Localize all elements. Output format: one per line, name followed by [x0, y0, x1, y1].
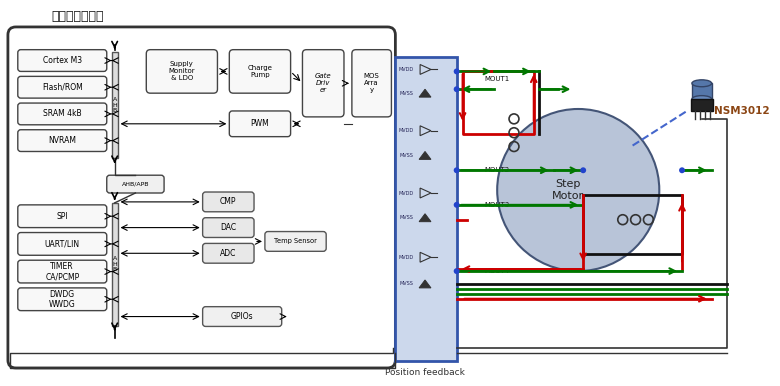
Text: UART/LIN: UART/LIN — [44, 239, 80, 249]
FancyBboxPatch shape — [203, 306, 282, 327]
Text: Cortex M3: Cortex M3 — [43, 56, 82, 65]
Polygon shape — [419, 280, 431, 288]
FancyBboxPatch shape — [203, 244, 254, 263]
FancyBboxPatch shape — [18, 76, 107, 98]
Text: Step
Motor: Step Motor — [552, 179, 584, 201]
Text: Temp Sensor: Temp Sensor — [274, 239, 317, 244]
Text: MOUT2: MOUT2 — [484, 167, 509, 173]
Text: DWDG
WWDG: DWDG WWDG — [49, 290, 76, 309]
Ellipse shape — [692, 96, 711, 103]
Text: DAC: DAC — [220, 223, 236, 232]
FancyBboxPatch shape — [18, 50, 107, 71]
Text: Gate
Driv
er: Gate Driv er — [315, 73, 332, 93]
Text: 纳芯微电子: 纳芯微电子 — [315, 227, 357, 242]
FancyBboxPatch shape — [8, 27, 395, 368]
Text: PWM: PWM — [250, 119, 269, 128]
Text: Supply
Monitor
& LDO: Supply Monitor & LDO — [168, 61, 195, 81]
Bar — [691, 99, 713, 111]
Text: MVDD: MVDD — [399, 67, 414, 72]
Bar — [692, 83, 711, 99]
Text: MVSS: MVSS — [399, 281, 413, 286]
Circle shape — [580, 167, 586, 173]
Text: MVDD: MVDD — [399, 191, 414, 195]
FancyBboxPatch shape — [107, 175, 164, 193]
Text: NSM3012: NSM3012 — [714, 106, 769, 116]
FancyBboxPatch shape — [203, 192, 254, 212]
Circle shape — [454, 167, 459, 173]
Bar — [112, 52, 118, 158]
Circle shape — [454, 202, 459, 208]
Text: MVSS: MVSS — [399, 91, 413, 96]
Circle shape — [454, 68, 459, 74]
Text: 步进电机控制器: 步进电机控制器 — [51, 10, 104, 22]
Text: MVSS: MVSS — [399, 153, 413, 158]
FancyBboxPatch shape — [265, 232, 326, 251]
FancyBboxPatch shape — [147, 50, 218, 93]
Text: CMP: CMP — [220, 197, 236, 207]
Text: Flash/ROM: Flash/ROM — [42, 83, 83, 92]
Text: A
H
B: A H B — [112, 97, 117, 113]
Circle shape — [679, 167, 685, 173]
Circle shape — [454, 268, 459, 274]
Text: MOS
Arra
y: MOS Arra y — [363, 73, 380, 93]
Text: MOUT3: MOUT3 — [484, 202, 509, 208]
Ellipse shape — [692, 80, 711, 87]
Text: MOUT1: MOUT1 — [484, 76, 509, 82]
Polygon shape — [419, 214, 431, 222]
Text: NOVO
SENSE: NOVO SENSE — [244, 176, 310, 214]
FancyBboxPatch shape — [18, 103, 107, 125]
Bar — [395, 57, 456, 361]
FancyBboxPatch shape — [303, 50, 344, 117]
Circle shape — [497, 109, 659, 271]
Text: MVDD: MVDD — [399, 128, 414, 133]
Text: Charge
Pump: Charge Pump — [247, 65, 272, 78]
Text: GPIOs: GPIOs — [231, 312, 254, 321]
Text: MVDD: MVDD — [399, 255, 414, 260]
FancyBboxPatch shape — [229, 111, 291, 137]
FancyBboxPatch shape — [18, 288, 107, 311]
Text: N: N — [165, 203, 210, 256]
Bar — [112, 203, 118, 327]
FancyBboxPatch shape — [203, 218, 254, 237]
Text: Position feedback: Position feedback — [385, 368, 465, 378]
Text: SRAM 4kB: SRAM 4kB — [43, 109, 82, 119]
FancyBboxPatch shape — [18, 205, 107, 228]
Text: NVRAM: NVRAM — [48, 136, 76, 145]
Text: ADC: ADC — [220, 249, 236, 258]
Text: MVSS: MVSS — [399, 215, 413, 220]
FancyBboxPatch shape — [352, 50, 392, 117]
Text: AHB/APB: AHB/APB — [122, 181, 149, 186]
FancyBboxPatch shape — [18, 260, 107, 283]
Text: MOUT4: MOUT4 — [484, 268, 509, 274]
Text: SPI: SPI — [56, 212, 68, 221]
Circle shape — [454, 86, 459, 92]
Polygon shape — [419, 151, 431, 159]
FancyBboxPatch shape — [229, 50, 291, 93]
FancyBboxPatch shape — [18, 232, 107, 255]
Text: A
H
B: A H B — [112, 256, 117, 273]
FancyBboxPatch shape — [18, 130, 107, 151]
Polygon shape — [419, 89, 431, 97]
Text: TIMER
CA/PCMP: TIMER CA/PCMP — [45, 262, 80, 281]
